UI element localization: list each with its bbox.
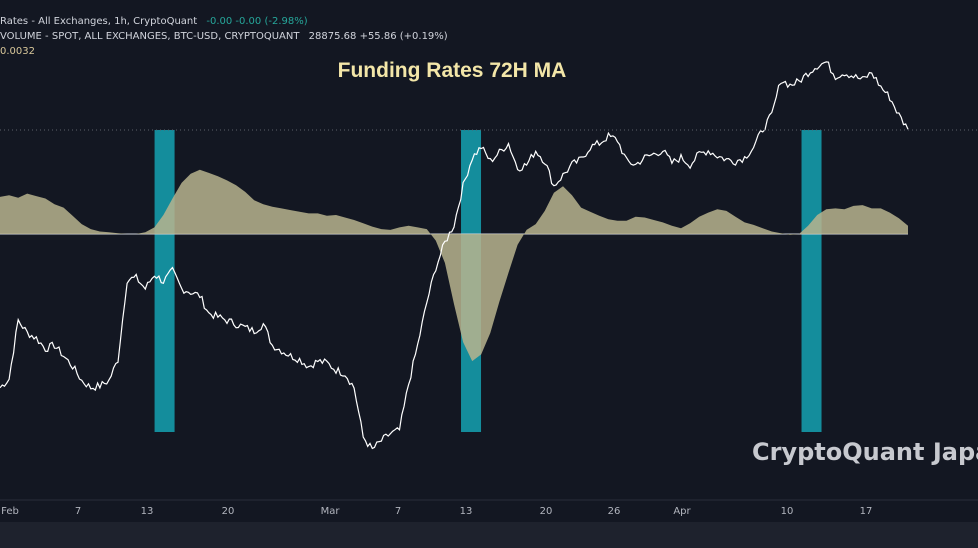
legend-volume-values: 28875.68 +55.86 (+0.19%): [308, 31, 448, 42]
legend-third-value: 0.0032: [0, 46, 35, 57]
chart-title: Funding Rates 72H MA: [338, 59, 567, 82]
x-tick-label: 26: [608, 506, 621, 517]
x-tick-label: 10: [781, 506, 794, 517]
watermark-text: CryptoQuant Japa: [752, 438, 978, 466]
legend-volume[interactable]: VOLUME - SPOT, ALL EXCHANGES, BTC-USD, C…: [0, 31, 448, 42]
legend-third[interactable]: 0.0032: [0, 46, 35, 57]
funding-rate-area: [0, 169, 908, 362]
legend-funding[interactable]: Rates - All Exchanges, 1h, CryptoQuant -…: [0, 16, 308, 27]
time-axis-panel[interactable]: [0, 500, 978, 522]
x-tick-label: Mar: [321, 506, 341, 517]
legend-funding-values: -0.00 -0.00 (-2.98%): [206, 16, 308, 27]
x-tick-label: 13: [141, 506, 154, 517]
time-axis-ticks: Feb 7 13 20 Mar 7 13 20 26 Apr 10 17: [1, 506, 872, 517]
btc-price-line: [0, 61, 909, 450]
highlight-band: [801, 130, 822, 432]
x-tick-label: Apr: [673, 506, 691, 517]
x-tick-label: 20: [222, 506, 235, 517]
x-tick-label: Feb: [1, 506, 19, 517]
x-tick-label: 7: [395, 506, 401, 517]
x-tick-label: 17: [860, 506, 873, 517]
x-tick-label: 13: [460, 506, 473, 517]
x-tick-label: 7: [75, 506, 81, 517]
legend-funding-name: Rates - All Exchanges, 1h, CryptoQuant: [0, 16, 198, 27]
legend-volume-name: VOLUME - SPOT, ALL EXCHANGES, BTC-USD, C…: [0, 31, 300, 42]
bottom-bar: [0, 522, 978, 548]
x-tick-label: 20: [540, 506, 553, 517]
